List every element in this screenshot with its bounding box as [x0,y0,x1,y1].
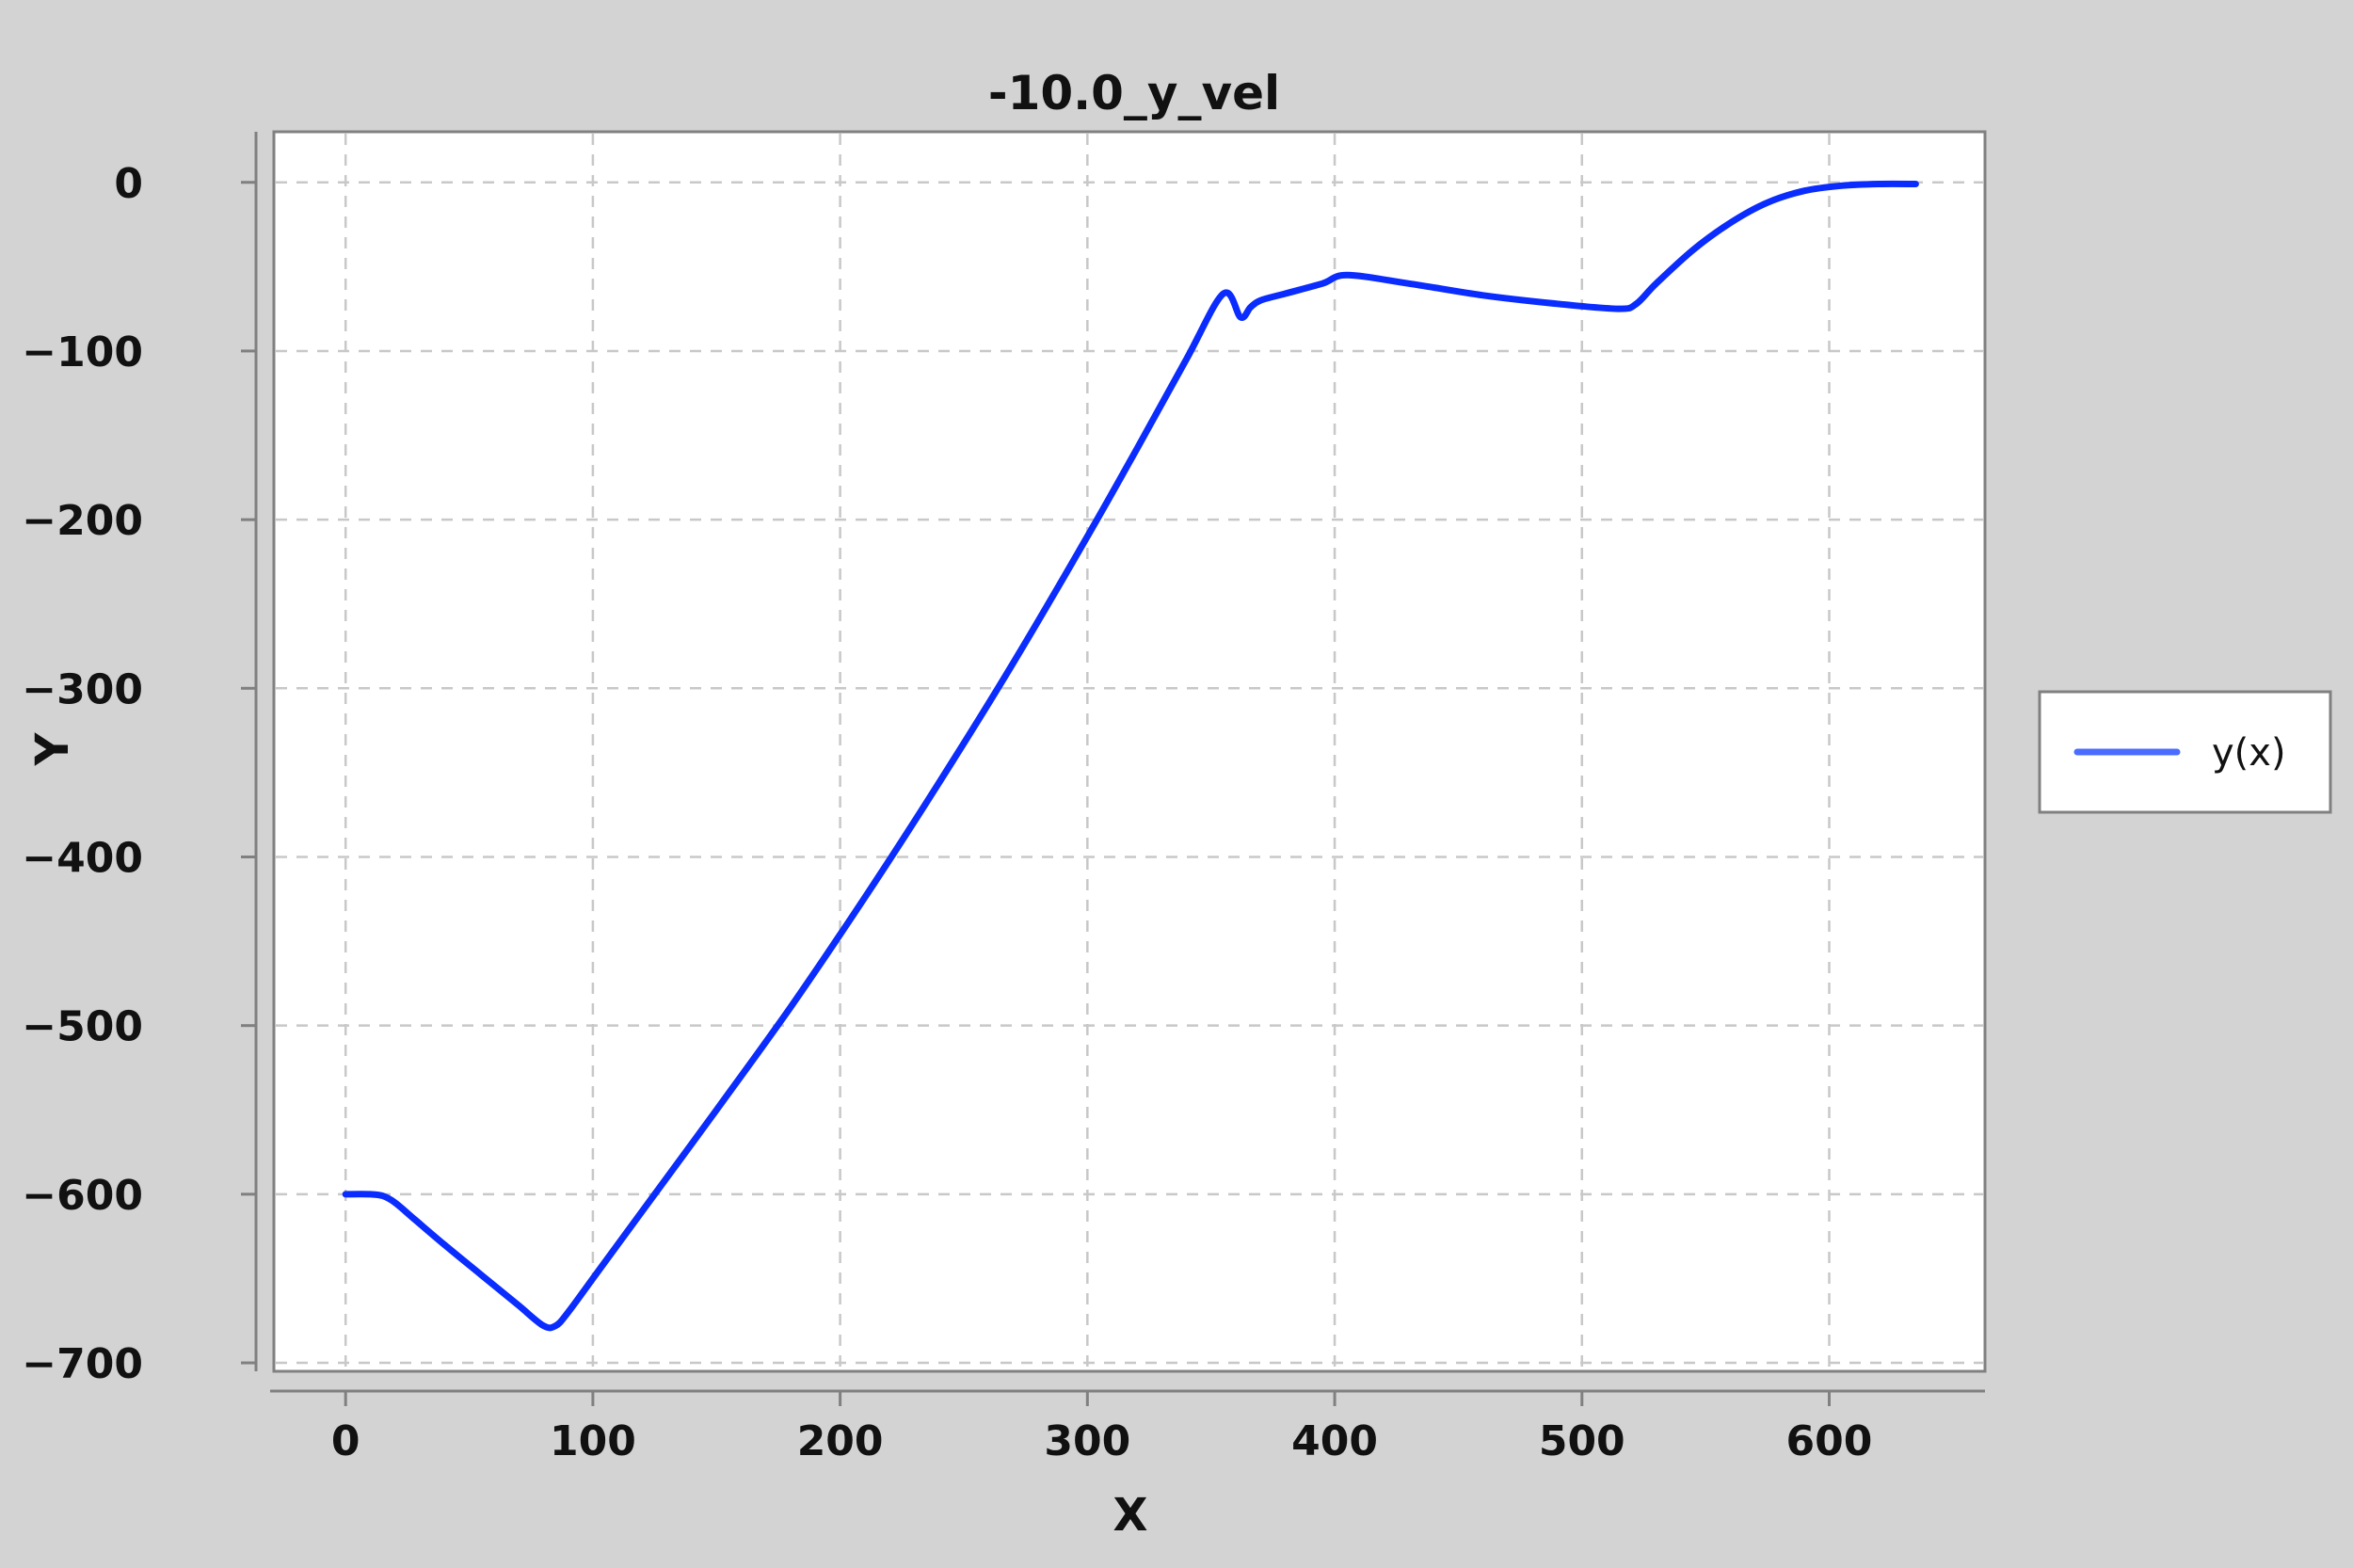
grid-lines [276,134,1983,1369]
series-group [342,180,1919,1332]
y-tick-label-5: −500 [22,1003,143,1051]
y-tick-label-2: −200 [22,497,143,545]
y-tick-label-0: 0 [114,160,143,208]
x-tick-label-2: 200 [797,1417,884,1465]
x-tick-label-0: 0 [331,1417,360,1465]
y-tick-label-3: −300 [22,665,143,713]
series-line-0 [342,180,1919,1332]
plot-area [272,130,1987,1373]
legend-label-y-x: y(x) [2212,731,2286,775]
x-tick-label-6: 600 [1786,1417,1873,1465]
y-tick-label-6: −600 [22,1172,143,1220]
x-axis-ticks: 0 100 200 300 400 500 600 [331,1391,1873,1465]
x-tick-label-1: 100 [550,1417,636,1465]
x-tick-label-4: 400 [1291,1417,1378,1465]
chart-title: -10.0_y_vel [988,66,1280,120]
x-axis-label: X [1112,1489,1147,1542]
y-tick-label-1: −100 [22,328,143,376]
y-axis-label: Y [26,731,79,766]
legend: y(x) [2038,690,2332,814]
y-tick-label-4: −400 [22,834,143,882]
x-tick-label-3: 300 [1044,1417,1130,1465]
y-tick-label-7: −700 [22,1340,143,1388]
y-axis-ticks: 0 −100 −200 −300 −400 −500 −600 −700 [22,160,256,1388]
x-tick-label-5: 500 [1539,1417,1625,1465]
